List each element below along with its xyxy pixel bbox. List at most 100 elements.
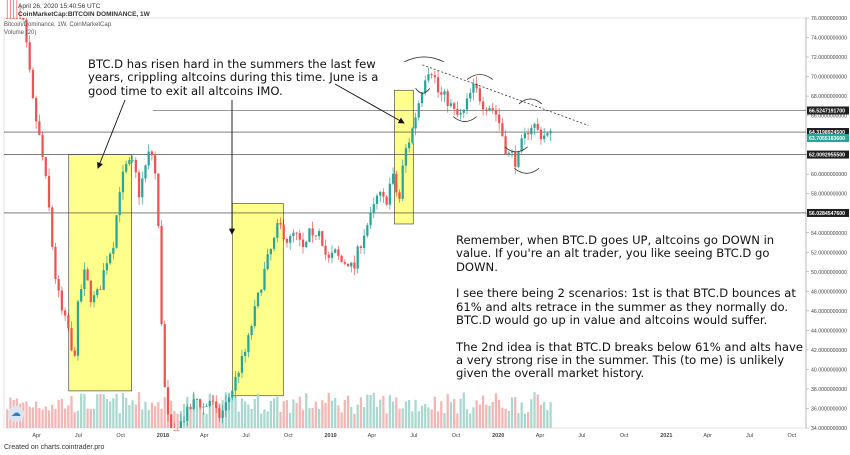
volume-bar [382, 395, 385, 428]
candle-body [359, 246, 363, 248]
candle-body [47, 175, 51, 208]
chart-timestamp: April 26, 2020 15:40:56 UTC [18, 3, 101, 10]
candle-body [356, 246, 359, 269]
volume-bar [276, 396, 279, 428]
candle-body [388, 183, 391, 205]
candle-body [469, 92, 472, 99]
candle-body [237, 372, 240, 377]
volume-legend: Volume (20) [4, 30, 37, 36]
volume-bar [131, 400, 134, 428]
candle-body [31, 69, 35, 99]
candle-body [346, 263, 350, 267]
x-tick-label: Oct [284, 433, 293, 439]
candle-body [250, 326, 253, 336]
highlight-box [68, 154, 132, 392]
candle-body [433, 75, 436, 78]
volume-bar [523, 413, 527, 428]
candle-body [517, 151, 520, 167]
volume-bar [478, 404, 481, 428]
volume-bar [41, 409, 44, 428]
candle-body [401, 165, 404, 199]
candle-body [481, 101, 485, 110]
candle-body [449, 103, 453, 106]
candle-body [362, 235, 366, 248]
candle-body [379, 191, 382, 196]
candle-body [234, 376, 237, 391]
volume-bar [244, 401, 247, 428]
volume-bar [240, 398, 244, 428]
candle-body [343, 262, 346, 264]
y-tick-label: 66.0000000000 [811, 114, 847, 120]
candle-body [430, 74, 433, 76]
candle-body [83, 269, 86, 290]
candle-body [526, 133, 530, 135]
volume-bar [314, 401, 318, 428]
volume-bar [160, 408, 163, 428]
volume-bar [514, 397, 517, 428]
x-tick-label: Oct [620, 433, 629, 439]
volume-bar [501, 407, 504, 428]
volume-bar [308, 408, 311, 428]
volume-bar [350, 406, 353, 428]
volume-bar [99, 393, 102, 428]
candle-body [456, 108, 459, 115]
candle-body [231, 390, 234, 398]
y-tick-label: 34.0000000000 [811, 426, 847, 432]
volume-bar [539, 404, 543, 428]
volume-bar [234, 396, 237, 428]
candle-body [215, 401, 218, 408]
candle-body [530, 127, 533, 135]
volume-bar [31, 407, 35, 428]
volume-bar [481, 395, 485, 428]
y-tick-label: 50.0000000000 [811, 270, 847, 276]
volume-bar [260, 413, 263, 428]
volume-bar [80, 393, 83, 428]
y-tick-label: 38.0000000000 [811, 387, 847, 393]
candle-body [424, 80, 427, 93]
candle-body [137, 172, 141, 198]
candle-body [292, 232, 295, 237]
candle-body [507, 152, 510, 155]
candle-body [160, 225, 163, 325]
candle-body [80, 289, 83, 302]
volume-bar [359, 397, 363, 428]
candle-body [298, 233, 301, 240]
chart-source: CoinMarketCap:BITCOIN DOMINANCE, 1W [18, 11, 150, 18]
candle-body [12, 18, 15, 19]
candle-body [199, 399, 202, 408]
volume-bar [517, 413, 520, 428]
volume-bar [408, 400, 411, 428]
candle-body [57, 278, 60, 291]
candle-body [208, 401, 211, 407]
candle-body [195, 399, 199, 400]
volume-bar [173, 411, 176, 428]
candle-body [372, 203, 375, 213]
volume-bar [404, 401, 408, 428]
volume-bar [92, 408, 96, 428]
volume-bar [472, 407, 475, 428]
x-tick-label: Jul [578, 433, 585, 439]
volume-bar [211, 395, 215, 428]
candle-body [334, 249, 337, 253]
volume-bar [375, 406, 379, 428]
volume-bar [157, 402, 160, 428]
y-tick-label: 72.0000000000 [811, 55, 847, 61]
volume-bar [208, 393, 211, 428]
candle-body [285, 238, 289, 243]
x-tick-label: Apr [32, 433, 41, 439]
y-tick-label: 58.0000000000 [811, 192, 847, 198]
price-label-box [807, 128, 849, 137]
volume-bar [153, 406, 157, 428]
volume-bar [526, 412, 530, 428]
candle-body [244, 351, 247, 357]
y-tick-label: 46.0000000000 [811, 309, 847, 315]
x-tick-label: Apr [536, 433, 545, 439]
pattern-arc [403, 56, 445, 63]
candle-body [218, 407, 221, 418]
candle-body [350, 262, 353, 267]
candle-body [340, 255, 343, 263]
candle-body [485, 109, 488, 111]
volume-bar [121, 393, 125, 428]
candle-body [324, 245, 327, 255]
volume-bar [334, 398, 337, 428]
